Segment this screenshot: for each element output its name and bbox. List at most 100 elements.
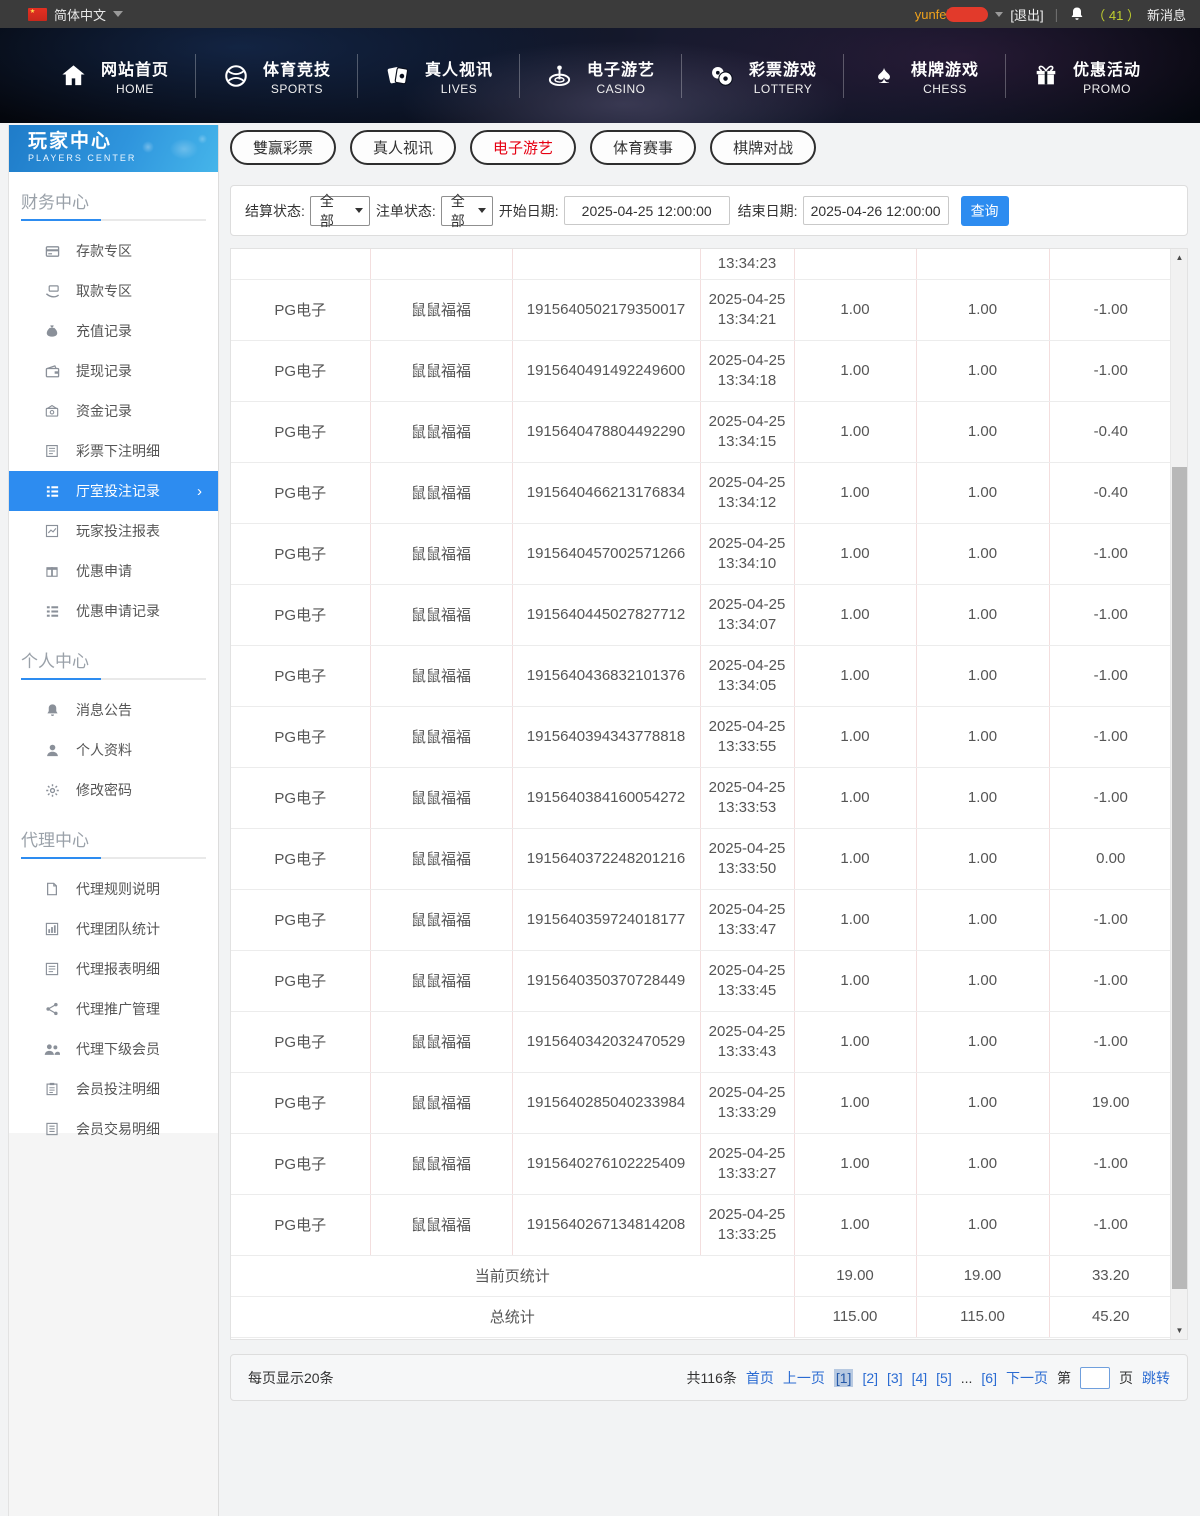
order-no-cell: 1915640372248201216 bbox=[512, 828, 701, 890]
nav-label-en: SPORTS bbox=[270, 81, 324, 96]
order-no-cell: 1915640350370728449 bbox=[512, 950, 701, 1012]
nav-item-sports[interactable]: 体育竞技 SPORTS bbox=[195, 50, 357, 102]
nav-label-zh: 电子游艺 bbox=[586, 61, 655, 79]
sidebar-item-代理规则说明[interactable]: 代理规则说明 bbox=[9, 869, 218, 909]
table-scrollbar[interactable]: ▲ ▼ bbox=[1170, 249, 1187, 1339]
nav-label-zh: 彩票游戏 bbox=[749, 61, 818, 79]
table-row: PG电子 鼠鼠福福 1915640276102225409 2025-04-25 13:… bbox=[231, 1133, 1172, 1195]
logout-link[interactable]: [退出] bbox=[1010, 7, 1044, 23]
sidebar-item-个人资料[interactable]: 个人资料 bbox=[9, 730, 218, 770]
china-flag-icon bbox=[28, 7, 47, 21]
page-stats-row: 当前页统计 19.00 19.00 33.20 bbox=[231, 1255, 1172, 1297]
provider-cell: PG电子 bbox=[231, 279, 371, 341]
bet-time-cell: 2025-04-25 13:33:55 bbox=[700, 706, 795, 768]
sidebar-item-玩家投注报表[interactable]: 玩家投注报表 bbox=[9, 511, 218, 551]
page-link-1[interactable]: [1] bbox=[833, 1368, 854, 1387]
page-link-6[interactable]: [6] bbox=[981, 1369, 997, 1386]
profit-cell: -1.00 bbox=[1049, 584, 1172, 646]
sidebar-item-会员投注明细[interactable]: 会员投注明细 bbox=[9, 1069, 218, 1109]
sidebar-item-充值记录[interactable]: 充值记录 bbox=[9, 311, 218, 351]
sidebar-item-修改密码[interactable]: 修改密码 bbox=[9, 770, 218, 810]
nav-item-home[interactable]: 网站首页 HOME bbox=[33, 50, 195, 102]
provider-cell: PG电子 bbox=[231, 523, 371, 585]
next-page-link[interactable]: 下一页 bbox=[1006, 1369, 1048, 1386]
scroll-up-arrow-icon[interactable]: ▲ bbox=[1175, 253, 1184, 262]
nav-item-promo[interactable]: 优惠活动 PROMO bbox=[1005, 50, 1167, 102]
nav-item-lottery[interactable]: 彩票游戏 LOTTERY bbox=[681, 50, 843, 102]
sidebar-item-提现记录[interactable]: 提现记录 bbox=[9, 351, 218, 391]
sidebar-item-label: 优惠申请 bbox=[76, 563, 132, 579]
page-link-3[interactable]: [3] bbox=[887, 1369, 903, 1386]
bet-time-cell: 2025-04-25 13:33:43 bbox=[700, 1011, 795, 1073]
provider-cell: PG电子 bbox=[231, 950, 371, 1012]
message-count[interactable]: （ 41 ） bbox=[1092, 7, 1140, 23]
notification-bell-icon[interactable] bbox=[1069, 6, 1085, 22]
page-link-4[interactable]: [4] bbox=[911, 1369, 928, 1386]
sidebar-item-代理推广管理[interactable]: 代理推广管理 bbox=[9, 989, 218, 1029]
sidebar-item-代理报表明细[interactable]: 代理报表明细 bbox=[9, 949, 218, 989]
nav-label-zh: 棋牌游戏 bbox=[911, 61, 980, 79]
settle-status-select[interactable]: 全部 bbox=[309, 193, 370, 229]
sidebar-item-取款专区[interactable]: 取款专区 bbox=[9, 271, 218, 311]
jump-button[interactable]: 跳转 bbox=[1142, 1369, 1170, 1386]
home-icon bbox=[59, 61, 89, 91]
bet-amount-cell: 1.00 bbox=[794, 950, 917, 1012]
sidebar-item-彩票下注明细[interactable]: 彩票下注明细 bbox=[9, 431, 218, 471]
order-no-cell: 1915640436832101376 bbox=[512, 645, 701, 707]
sidebar-item-优惠申请记录[interactable]: 优惠申请记录 bbox=[9, 591, 218, 631]
sidebar-item-资金记录[interactable]: 资金记录 bbox=[9, 391, 218, 431]
tab-棋牌对战[interactable]: 棋牌对战 bbox=[710, 130, 817, 165]
page-link-5[interactable]: [5] bbox=[936, 1369, 952, 1386]
game-cell: 鼠鼠福福 bbox=[370, 1133, 513, 1195]
tab-体育赛事[interactable]: 体育赛事 bbox=[590, 130, 697, 165]
prev-page-link[interactable]: 上一页 bbox=[782, 1369, 825, 1386]
sidebar-section-title: 代理中心 bbox=[21, 831, 89, 850]
nav-item-chess[interactable]: ♠ 棋牌游戏 CHESS bbox=[843, 50, 1005, 102]
start-date-label: 开始日期: bbox=[498, 202, 559, 219]
bet-time-cell: 2025-04-25 13:34:12 bbox=[700, 462, 795, 524]
valid-bet-cell: 1.00 bbox=[916, 279, 1050, 341]
select-caret-icon bbox=[354, 208, 363, 213]
jump-page-input[interactable] bbox=[1080, 1366, 1110, 1389]
scroll-down-arrow-icon[interactable]: ▼ bbox=[1175, 1326, 1184, 1335]
username[interactable]: yunfei bbox=[915, 6, 989, 22]
sports-ball-icon bbox=[221, 61, 251, 91]
sidebar-item-厅室投注记录[interactable]: 厅室投注记录 › bbox=[9, 471, 218, 511]
nav-item-casino[interactable]: 电子游艺 CASINO bbox=[519, 50, 681, 102]
bet-time-cell: 2025-04-25 13:34:15 bbox=[700, 401, 795, 463]
language-switcher[interactable]: 简体中文 bbox=[28, 5, 124, 24]
tab-真人视讯[interactable]: 真人视讯 bbox=[350, 130, 457, 165]
bet-amount-cell: 1.00 bbox=[794, 279, 917, 341]
sidebar-item-存款专区[interactable]: 存款专区 bbox=[9, 231, 218, 271]
nav-item-lives[interactable]: 真人视讯 LIVES bbox=[357, 50, 519, 102]
user-menu-chevron-icon[interactable] bbox=[995, 11, 1004, 17]
bet-amount-cell: 1.00 bbox=[794, 1072, 917, 1134]
page-link-2[interactable]: [2] bbox=[862, 1369, 879, 1386]
bet-amount-cell: 1.00 bbox=[794, 584, 917, 646]
order-no-cell: 1915640478804492290 bbox=[512, 401, 701, 463]
stats-valid-total: 115.00 bbox=[916, 1296, 1050, 1338]
message-label[interactable]: 新消息 bbox=[1146, 7, 1186, 23]
sidebar-item-消息公告[interactable]: 消息公告 bbox=[9, 690, 218, 730]
order-status-select[interactable]: 全部 bbox=[440, 193, 493, 229]
game-cell: 鼠鼠福福 bbox=[370, 767, 513, 829]
sidebar-item-优惠申请[interactable]: 优惠申请 bbox=[9, 551, 218, 591]
end-date-input[interactable] bbox=[802, 196, 949, 225]
nav-label-en: CHESS bbox=[923, 81, 967, 96]
agent-team-chart-icon bbox=[42, 922, 62, 936]
tab-电子游艺[interactable]: 电子游艺 bbox=[470, 130, 577, 165]
sidebar-item-会员交易明细[interactable]: 会员交易明细 bbox=[9, 1109, 218, 1149]
scrollbar-thumb[interactable] bbox=[1172, 467, 1187, 1289]
sidebar-item-label: 代理规则说明 bbox=[76, 881, 160, 897]
order-no-cell: 1915640502179350017 bbox=[512, 279, 701, 341]
provider-cell: PG电子 bbox=[231, 1194, 371, 1256]
order-no-cell: 1915640457002571266 bbox=[512, 523, 701, 585]
tab-雙赢彩票[interactable]: 雙赢彩票 bbox=[230, 130, 337, 165]
search-button[interactable]: 查询 bbox=[960, 195, 1009, 226]
bet-time-cell: 2025-04-25 13:34:21 bbox=[700, 279, 795, 341]
start-date-input[interactable] bbox=[563, 196, 730, 225]
funds-record-icon bbox=[42, 404, 62, 418]
sidebar-item-代理团队统计[interactable]: 代理团队统计 bbox=[9, 909, 218, 949]
sidebar-item-代理下级会员[interactable]: 代理下级会员 bbox=[9, 1029, 218, 1069]
first-page-link[interactable]: 首页 bbox=[745, 1369, 774, 1386]
